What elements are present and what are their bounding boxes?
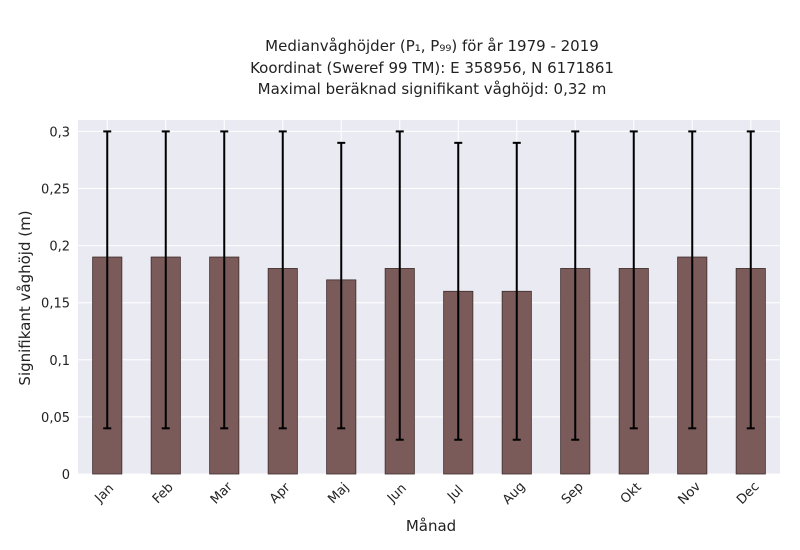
chart-title: Medianvåghöjder (P₁, P₉₉) för år 1979 - …: [250, 37, 614, 98]
x-tick-label: Jan: [92, 481, 117, 506]
title-line-3: Maximal beräknad signifikant våghöjd: 0,…: [258, 80, 607, 98]
x-tick-label: Jul: [444, 483, 466, 505]
error-bar-jul: [454, 141, 463, 441]
x-axis-label: Månad: [406, 517, 456, 535]
x-tick-label: Okt: [618, 480, 645, 507]
x-tick-label: Maj: [325, 480, 352, 507]
error-bar-mar: [220, 130, 229, 430]
x-tick-label: Apr: [267, 480, 294, 507]
y-axis-ticks: 0 0,05 0,1 0,15 0,2 0,25 0,3: [41, 125, 70, 483]
y-tick-label: 0,3: [49, 125, 70, 140]
x-tick-label: Dec: [734, 479, 762, 507]
x-tick-label: Aug: [500, 479, 529, 508]
error-bars: [103, 130, 755, 441]
y-tick-label: 0,2: [49, 240, 70, 255]
y-tick-label: 0,15: [41, 297, 70, 312]
x-tick-label: Nov: [676, 479, 705, 508]
y-tick-label: 0,05: [41, 411, 70, 426]
title-line-1: Medianvåghöjder (P₁, P₉₉) för år 1979 - …: [265, 37, 599, 55]
error-bar-jun: [395, 130, 404, 441]
plot-area: [78, 120, 780, 474]
error-bar-sep: [571, 130, 580, 441]
error-bar-okt: [629, 130, 638, 430]
error-bar-dec: [746, 130, 755, 430]
error-bar-maj: [337, 141, 346, 430]
title-line-2: Koordinat (Sweref 99 TM): E 358956, N 61…: [250, 59, 614, 77]
x-axis-ticks: Jan Feb Mar Apr Maj Jun Jul Aug Sep Okt Nov Dec: [92, 479, 763, 508]
error-bar-jan: [103, 130, 112, 430]
x-tick-label: Jun: [384, 481, 410, 507]
x-tick-label: Sep: [559, 480, 587, 508]
error-bar-aug: [512, 141, 521, 441]
y-axis-label: Signifikant våghöjd (m): [16, 210, 34, 385]
y-tick-label: 0: [62, 468, 70, 483]
x-tick-label: Feb: [150, 480, 177, 507]
y-tick-label: 0,1: [49, 354, 70, 369]
error-bar-nov: [688, 130, 697, 430]
y-tick-label: 0,25: [41, 183, 70, 198]
error-bar-feb: [161, 130, 170, 430]
error-bar-apr: [278, 130, 287, 430]
x-tick-label: Mar: [208, 479, 236, 507]
